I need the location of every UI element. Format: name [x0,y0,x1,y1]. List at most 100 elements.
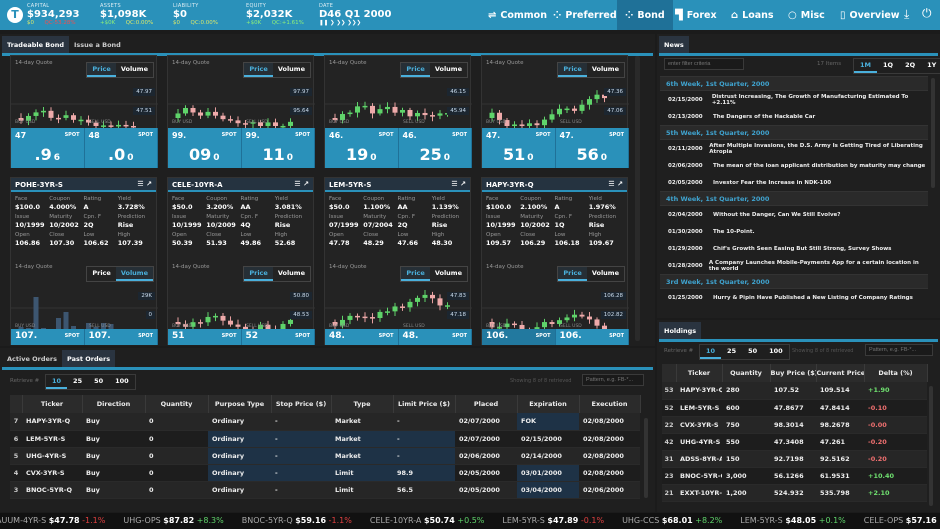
column-header[interactable]: Execution [579,395,641,413]
page-size-100[interactable]: 100 [115,377,129,385]
ticker-item[interactable]: BNOC-5YR-Q $59.16 -1.1% [242,516,352,525]
column-header[interactable]: Stop Price ($) [271,395,332,413]
sell-spot-button[interactable]: 107. SPOT [85,329,158,345]
ticker-item[interactable]: LEM-5YR-S $47.89 -0.1% [502,516,604,525]
column-header[interactable]: Quantity [722,364,771,382]
table-row[interactable]: 7 HAPY-3YR-Q Buy 0 Ordinary - Market -02/07/200… [10,413,640,431]
column-header[interactable]: Expiration [517,395,580,413]
news-item[interactable]: 01/30/2000 The 10-Point. [660,223,928,240]
table-row[interactable]: 52 LEM-5YR-S 600 47.8677 47.8414 -0.10 [662,399,927,417]
price-toggle[interactable]: Price [401,267,430,281]
nav-bond[interactable]: ⁘ Bond [617,0,673,30]
buy-spot-button[interactable]: 47. SPOT 51 0 [482,128,556,168]
column-header[interactable]: Type [331,395,394,413]
page-size-10[interactable]: 10 [700,345,722,359]
range-2q[interactable]: 2Q [905,61,916,69]
news-item[interactable]: 01/25/2000 Hurry & Pipin Have Published a… [660,289,928,306]
holdings-scrollbar[interactable] [929,386,933,506]
buy-spot-button[interactable]: 47 SPOT .9 6 [11,128,85,168]
tab-news[interactable]: News [659,36,689,53]
table-row[interactable]: 5 UHG-4YR-S Buy 0 Ordinary - Market -02/06/2000… [10,447,640,465]
sell-spot-button[interactable]: 47. SPOT 56 0 [556,128,629,168]
page-size-50[interactable]: 50 [94,377,104,385]
buy-spot-button[interactable]: 48. SPOT [325,329,399,345]
range-1q[interactable]: 1Q [883,61,894,69]
ticker-item[interactable]: AUUM-4YR-S $47.78 -1.1% [0,516,105,525]
news-filter-input[interactable] [664,58,744,70]
news-item[interactable]: 02/15/2000 Distrust Increasing, The Growt… [660,91,928,108]
price-toggle[interactable]: Price [92,269,111,277]
orders-scrollbar[interactable] [644,418,648,498]
column-header[interactable]: Current Price ($) [816,364,865,382]
tab-active-orders[interactable]: Active Orders [7,355,57,363]
volume-toggle[interactable]: Volume [115,267,153,281]
menu-icon[interactable]: ☰ [608,180,615,188]
page-size-25[interactable]: 25 [73,377,83,385]
tab-holdings[interactable]: Holdings [659,322,702,339]
table-row[interactable]: 23 BNOC-5YR-Q 3,000 56.1266 61.9531 +10.40 [662,467,927,485]
tab-past-orders[interactable]: Past Orders [62,350,116,367]
ticker-item[interactable]: CELE-10YR-A $50.74 +0.5% [370,516,485,525]
stat-change[interactable]: ❚❚ ❯ ❯❯ ❯❯❯ [319,20,362,26]
chart-icon[interactable]: ↗ [146,180,152,188]
column-header[interactable]: Direction [82,395,146,413]
volume-toggle[interactable]: Volume [434,65,462,73]
nav-common[interactable]: ⇌ Common [480,0,555,30]
orders-filter-input[interactable] [582,374,644,386]
column-header[interactable]: Ticker [676,364,723,382]
volume-toggle[interactable]: Volume [591,65,619,73]
news-item[interactable]: 02/04/2000 Without the Danger, Can We Sti… [660,206,928,223]
sell-spot-button[interactable]: 52 SPOT [242,329,315,345]
table-row[interactable]: 53 HAPY-3YR-Q 280 107.52 109.514 +1.90 [662,382,927,400]
buy-spot-button[interactable]: 107. SPOT [11,329,85,345]
volume-toggle[interactable]: Volume [120,65,148,73]
nav-preferred[interactable]: ⁘ Preferred [545,0,625,30]
menu-icon[interactable]: ☰ [294,180,301,188]
menu-icon[interactable]: ☰ [451,180,458,188]
column-header[interactable]: Purpose Type [208,395,272,413]
news-item[interactable]: 02/13/2000 The Dangers of the Hackable Ca… [660,108,928,125]
menu-icon[interactable]: ☰ [137,180,144,188]
page-size-100[interactable]: 100 [769,347,783,355]
nav-misc[interactable]: ○ Misc [780,0,833,30]
column-header[interactable]: Buy Price ($) [770,364,817,382]
price-toggle[interactable]: Price [558,63,587,77]
sell-spot-button[interactable]: 48. SPOT [399,329,472,345]
table-row[interactable]: 6 LEM-5YR-S Buy 0 Ordinary - Market -02/07/2000… [10,430,640,448]
buy-spot-button[interactable]: 106. SPOT [482,329,556,345]
column-header[interactable]: Quantity [145,395,209,413]
sell-spot-button[interactable]: 99. SPOT 11 0 [242,128,315,168]
price-toggle[interactable]: Price [87,63,116,77]
price-toggle[interactable]: Price [244,63,273,77]
sell-spot-button[interactable]: 48 SPOT .0 0 [85,128,158,168]
buy-spot-button[interactable]: 46. SPOT 19 0 [325,128,399,168]
table-row[interactable]: 3 BNOC-5YR-Q Buy 0 Ordinary - Limit 56.5 02/05/2… [10,481,640,499]
chart-icon[interactable]: ↗ [617,180,623,188]
column-header[interactable]: Placed [455,395,518,413]
ticker-item[interactable]: LEM-5YR-S $48.05 +0.1% [740,516,845,525]
ticker-item[interactable]: UHG-OPS $87.82 +8.3% [123,516,223,525]
page-size-10[interactable]: 10 [46,375,68,389]
download-icon[interactable]: ⤓ [904,7,910,21]
ticker-item[interactable]: UHG-CCS $68.01 +8.2% [622,516,722,525]
column-header[interactable] [10,395,23,413]
chart-icon[interactable]: ↗ [303,180,309,188]
news-item[interactable]: 02/05/2000 Investor Fear the Increase in … [660,174,928,191]
news-item[interactable]: 01/28/2000 A Company Launches Mobile-Paym… [660,257,928,274]
column-header[interactable]: Ticker [22,395,83,413]
sell-spot-button[interactable]: 106. SPOT [556,329,629,345]
volume-toggle[interactable]: Volume [277,65,305,73]
power-icon[interactable]: ⏻ [922,6,932,20]
column-header[interactable] [662,364,677,382]
nav-overview[interactable]: ▯ Overview [832,0,908,30]
volume-toggle[interactable]: Volume [434,269,462,277]
column-header[interactable]: Limit Price ($) [393,395,456,413]
price-toggle[interactable]: Price [401,63,430,77]
tab-tradeable-bond[interactable]: Tradeable Bond [2,36,70,53]
sell-spot-button[interactable]: 46. SPOT 25 0 [399,128,472,168]
table-row[interactable]: 22 CVX-3YR-S 750 98.3014 98.2678 -0.00 [662,416,927,434]
ticker-item[interactable]: CELE-OPS $57.16 +2.9% [864,516,940,525]
page-size-50[interactable]: 50 [748,347,758,355]
nav-loans[interactable]: ⌂ Loans [723,0,782,30]
price-toggle[interactable]: Price [558,267,587,281]
